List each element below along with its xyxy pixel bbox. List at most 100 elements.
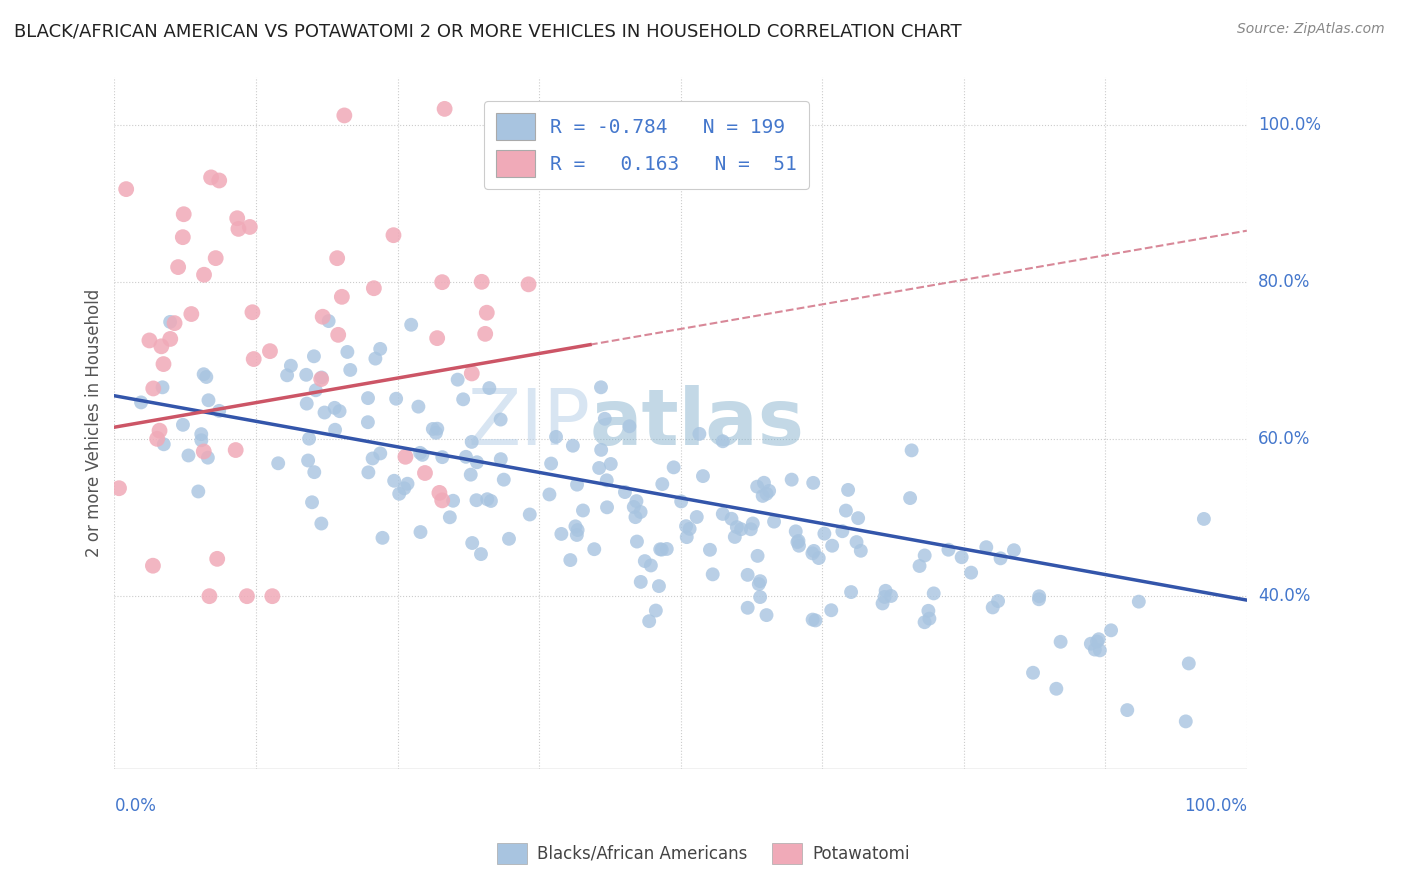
Point — [187, 484, 209, 499]
Point — [803, 544, 825, 558]
Point — [115, 182, 138, 196]
Point — [630, 574, 652, 589]
Point — [318, 314, 340, 328]
Point — [394, 450, 416, 464]
Point — [242, 305, 264, 319]
Point — [426, 331, 449, 345]
Point — [333, 108, 356, 122]
Point — [267, 456, 290, 470]
Point — [914, 549, 936, 563]
Point — [1099, 624, 1122, 638]
Point — [650, 542, 672, 557]
Point — [180, 307, 202, 321]
Point — [686, 510, 709, 524]
Point — [461, 536, 484, 550]
Point — [142, 558, 165, 573]
Point — [193, 444, 215, 458]
Point — [329, 404, 352, 418]
Point — [849, 543, 872, 558]
Point — [465, 455, 488, 469]
Point — [339, 363, 361, 377]
Point — [465, 493, 488, 508]
Point — [159, 315, 181, 329]
Point — [839, 585, 862, 599]
Y-axis label: 2 or more Vehicles in Household: 2 or more Vehicles in Household — [86, 289, 103, 558]
Point — [298, 432, 321, 446]
Text: atlas: atlas — [591, 385, 804, 461]
Point — [413, 466, 436, 480]
Point — [831, 524, 853, 539]
Point — [981, 600, 1004, 615]
Point — [159, 332, 181, 346]
Point — [1178, 657, 1201, 671]
Point — [399, 318, 422, 332]
Point — [837, 483, 859, 497]
Point — [1084, 642, 1107, 657]
Text: 100.0%: 100.0% — [1184, 797, 1247, 814]
Point — [599, 457, 621, 471]
Point — [572, 503, 595, 517]
Point — [470, 547, 492, 561]
Point — [152, 357, 174, 371]
Point — [880, 589, 903, 603]
Point — [787, 539, 810, 553]
Point — [593, 411, 616, 425]
Point — [239, 219, 262, 234]
Point — [441, 493, 464, 508]
Point — [560, 553, 582, 567]
Point — [190, 427, 212, 442]
Point — [538, 487, 561, 501]
Point — [425, 425, 447, 440]
Point — [845, 535, 868, 549]
Point — [368, 446, 391, 460]
Point — [675, 519, 697, 533]
Point — [439, 510, 461, 524]
Point — [311, 516, 333, 531]
Point — [785, 524, 807, 539]
Point — [382, 228, 405, 243]
Point — [371, 531, 394, 545]
Point — [1045, 681, 1067, 696]
Point — [138, 334, 160, 348]
Point — [361, 451, 384, 466]
Point — [242, 352, 264, 367]
Point — [477, 492, 499, 507]
Point — [430, 275, 453, 289]
Point — [730, 522, 752, 536]
Point — [872, 596, 894, 610]
Point — [938, 542, 960, 557]
Point — [461, 367, 484, 381]
Point — [1116, 703, 1139, 717]
Point — [426, 422, 449, 436]
Point — [692, 469, 714, 483]
Point — [388, 487, 411, 501]
Point — [336, 345, 359, 359]
Point — [758, 483, 780, 498]
Point — [471, 275, 494, 289]
Point — [630, 505, 652, 519]
Point — [678, 522, 700, 536]
Point — [561, 439, 583, 453]
Point — [1088, 643, 1111, 657]
Point — [550, 527, 572, 541]
Point — [813, 526, 835, 541]
Point — [368, 342, 391, 356]
Point — [142, 381, 165, 395]
Point — [540, 457, 562, 471]
Point — [711, 434, 734, 449]
Point — [720, 512, 742, 526]
Point — [478, 381, 501, 395]
Point — [408, 400, 430, 414]
Point — [591, 442, 613, 457]
Point — [326, 251, 349, 265]
Point — [228, 222, 250, 236]
Point — [626, 494, 648, 508]
Point — [489, 412, 512, 426]
Point — [1028, 589, 1050, 603]
Point — [651, 542, 673, 557]
Point — [626, 534, 648, 549]
Point — [204, 251, 226, 265]
Point — [640, 558, 662, 573]
Point — [688, 426, 710, 441]
Point — [262, 589, 284, 603]
